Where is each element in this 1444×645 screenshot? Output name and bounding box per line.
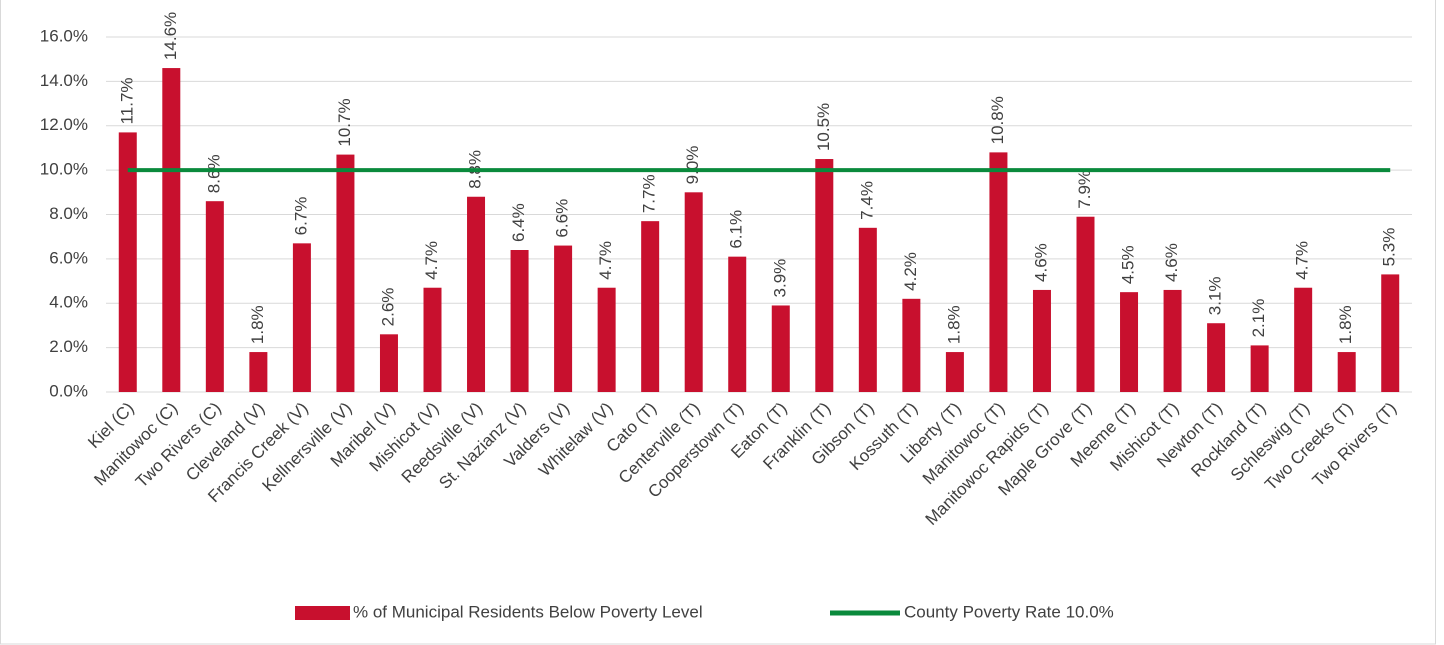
bar: [902, 298, 921, 392]
legend-swatch: [295, 606, 350, 620]
bar: [1381, 274, 1400, 392]
data-label: 5.3%: [1380, 228, 1399, 267]
data-label: 9.0%: [683, 146, 702, 185]
y-tick-label: 0.0%: [49, 381, 88, 400]
legend-label: County Poverty Rate 10.0%: [904, 602, 1114, 621]
data-label: 4.6%: [1031, 243, 1050, 282]
bar: [118, 132, 137, 392]
bar: [292, 243, 311, 392]
data-label: 4.7%: [1293, 241, 1312, 280]
legend-label: % of Municipal Residents Below Poverty L…: [353, 602, 703, 621]
bar: [423, 287, 442, 392]
y-tick-label: 8.0%: [49, 204, 88, 223]
data-label: 10.5%: [814, 103, 833, 151]
data-label: 6.4%: [509, 203, 528, 242]
data-label: 3.9%: [770, 259, 789, 298]
y-tick-label: 6.0%: [49, 248, 88, 267]
data-label: 1.8%: [248, 305, 267, 344]
data-label: 6.1%: [727, 210, 746, 249]
data-label: 7.4%: [857, 181, 876, 220]
bar: [771, 305, 790, 392]
data-label: 7.7%: [640, 174, 659, 213]
bar: [728, 256, 747, 392]
bar: [641, 221, 660, 392]
data-label: 10.7%: [335, 98, 354, 146]
data-label: 7.9%: [1075, 170, 1094, 209]
data-label: 11.7%: [117, 77, 136, 124]
data-label: 1.8%: [1336, 305, 1355, 344]
data-label: 6.6%: [553, 199, 572, 238]
y-tick-label: 10.0%: [40, 160, 88, 179]
bar: [945, 352, 964, 392]
data-label: 2.1%: [1249, 299, 1268, 338]
bar: [467, 196, 486, 392]
bar: [510, 250, 529, 392]
data-label: 2.6%: [378, 288, 397, 327]
data-label: 8.6%: [204, 154, 223, 193]
data-label: 3.1%: [1206, 276, 1225, 315]
data-label: 4.7%: [422, 241, 441, 280]
data-label: 1.8%: [944, 305, 963, 344]
data-label: 4.5%: [1119, 245, 1138, 284]
bar: [989, 152, 1008, 392]
bar: [597, 287, 616, 392]
data-label: 10.8%: [988, 96, 1007, 144]
bar: [1337, 352, 1356, 392]
data-label: 4.2%: [901, 252, 920, 291]
y-tick-label: 14.0%: [40, 71, 88, 90]
bar: [162, 68, 181, 392]
bar: [205, 201, 224, 392]
data-label: 6.7%: [291, 197, 310, 236]
bar: [336, 154, 355, 392]
bar: [249, 352, 268, 392]
bar: [379, 334, 398, 392]
y-tick-label: 4.0%: [49, 293, 88, 312]
bar: [554, 245, 573, 392]
bar: [858, 227, 877, 392]
y-tick-label: 12.0%: [40, 115, 88, 134]
data-label: 14.6%: [161, 12, 180, 60]
y-tick-label: 16.0%: [40, 26, 88, 45]
bar: [1294, 287, 1313, 392]
bar: [1120, 292, 1139, 392]
y-tick-label: 2.0%: [49, 337, 88, 356]
bar: [684, 192, 703, 392]
data-label: 4.7%: [596, 241, 615, 280]
bar: [1163, 289, 1182, 392]
bar: [1076, 216, 1095, 392]
bar: [815, 159, 834, 392]
bar: [1250, 345, 1269, 392]
bar: [1207, 323, 1226, 392]
data-label: 4.6%: [1162, 243, 1181, 282]
bar: [1032, 289, 1051, 392]
